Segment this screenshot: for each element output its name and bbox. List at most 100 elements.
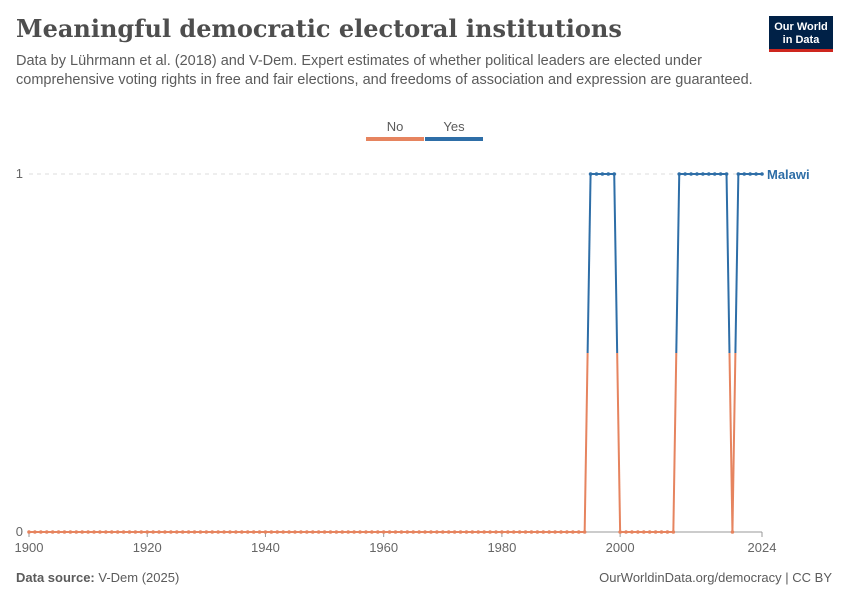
- data-point: [606, 172, 611, 176]
- data-point: [671, 530, 676, 534]
- data-point: [370, 530, 374, 534]
- data-point: [435, 530, 439, 534]
- data-point: [748, 172, 752, 176]
- data-point: [701, 172, 705, 176]
- data-point: [423, 530, 427, 534]
- data-point: [299, 530, 303, 534]
- data-point: [228, 530, 232, 534]
- footer-link[interactable]: OurWorldinData.org/democracy | CC BY: [599, 570, 832, 585]
- x-tick-label: 1960: [369, 540, 398, 555]
- logo-line-1: Our World: [774, 21, 828, 33]
- data-point: [44, 530, 49, 534]
- series-line-segment: [672, 352, 678, 533]
- data-point: [618, 530, 622, 534]
- data-point: [104, 530, 108, 534]
- data-point: [541, 530, 546, 534]
- data-point: [482, 530, 486, 534]
- data-point: [547, 530, 551, 534]
- y-tick-label: 1: [16, 166, 23, 181]
- owid-logo[interactable]: Our World in Data: [769, 16, 833, 52]
- series-label: Malawi: [767, 167, 810, 182]
- data-point: [62, 530, 67, 534]
- data-point: [310, 530, 315, 534]
- data-point: [157, 530, 161, 534]
- data-point: [641, 530, 646, 534]
- data-point: [169, 530, 173, 534]
- series-line-segment: [675, 173, 681, 354]
- legend-label-no: No: [386, 119, 404, 134]
- data-point: [186, 530, 191, 534]
- data-point: [488, 530, 492, 534]
- data-point: [470, 530, 475, 534]
- data-point: [50, 530, 55, 534]
- chart-subtitle: Data by Lührmann et al. (2018) and V-Dem…: [16, 53, 753, 88]
- data-point: [39, 530, 43, 534]
- data-point: [683, 172, 687, 176]
- data-point: [281, 530, 285, 534]
- data-point: [198, 530, 203, 534]
- data-point: [393, 530, 398, 534]
- data-point: [234, 530, 238, 534]
- data-point: [204, 530, 209, 534]
- data-point: [571, 530, 575, 534]
- data-point: [706, 172, 711, 176]
- data-point: [287, 530, 291, 534]
- data-source-label: Data source:: [16, 570, 95, 585]
- data-point: [387, 530, 392, 534]
- logo-line-2: in Data: [782, 34, 820, 46]
- data-point: [375, 530, 380, 534]
- data-point: [636, 530, 640, 534]
- x-tick-label: 1980: [487, 540, 516, 555]
- data-point: [340, 530, 345, 534]
- data-point: [216, 530, 220, 534]
- data-point: [192, 530, 197, 534]
- data-point: [263, 530, 268, 534]
- data-point: [754, 172, 758, 176]
- data-point: [358, 530, 362, 534]
- data-point: [429, 530, 433, 534]
- data-point: [742, 172, 747, 176]
- data-point: [139, 530, 144, 534]
- x-tick-label: 1900: [15, 540, 44, 555]
- chart-title: Meaningful democratic electoral institut…: [16, 14, 622, 43]
- data-point: [464, 530, 469, 534]
- data-point: [381, 530, 386, 534]
- data-point: [328, 530, 333, 534]
- data-point: [718, 172, 723, 176]
- data-point: [506, 530, 510, 534]
- data-point: [68, 530, 73, 534]
- data-point: [630, 530, 634, 534]
- legend-item-yes[interactable]: Yes: [425, 119, 483, 141]
- series-line-segment: [583, 352, 589, 533]
- data-point: [689, 172, 693, 176]
- data-point: [109, 530, 114, 534]
- data-point: [121, 530, 126, 534]
- legend-item-no[interactable]: No: [366, 119, 424, 141]
- data-point: [293, 530, 297, 534]
- data-point: [452, 530, 457, 534]
- data-source-value[interactable]: V-Dem (2025): [98, 570, 180, 585]
- data-point: [275, 530, 280, 534]
- data-point: [576, 530, 581, 534]
- data-point: [417, 530, 421, 534]
- data-point: [612, 172, 617, 176]
- data-point: [133, 530, 138, 534]
- data-point: [559, 530, 563, 534]
- data-point: [458, 530, 463, 534]
- data-point: [269, 530, 274, 534]
- data-point: [352, 530, 356, 534]
- legend-label-yes: Yes: [443, 119, 465, 134]
- series-line-segment: [586, 173, 592, 354]
- data-point: [405, 530, 410, 534]
- data-point: [588, 172, 593, 176]
- data-point: [730, 530, 735, 534]
- data-point: [364, 530, 368, 534]
- data-point: [257, 530, 262, 534]
- data-point: [594, 172, 599, 176]
- data-point: [305, 530, 309, 534]
- data-point: [600, 172, 605, 176]
- data-point: [529, 530, 534, 534]
- data-point: [724, 172, 729, 176]
- data-point: [145, 530, 150, 534]
